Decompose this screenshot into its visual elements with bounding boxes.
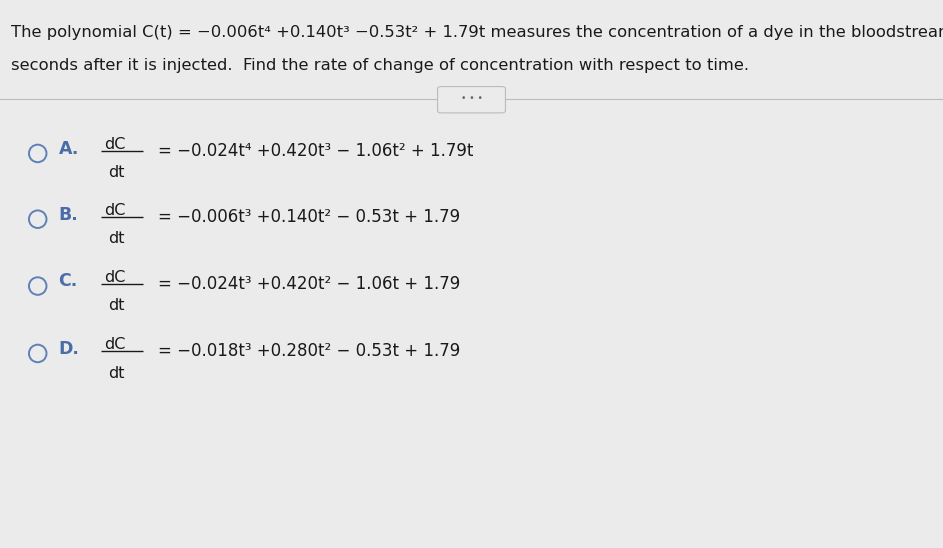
Text: dt: dt [108, 231, 124, 246]
Text: D.: D. [58, 340, 79, 358]
Text: C.: C. [58, 272, 77, 290]
Text: = −0.024t³ +0.420t² − 1.06t + 1.79: = −0.024t³ +0.420t² − 1.06t + 1.79 [158, 275, 461, 293]
Text: dC: dC [104, 337, 125, 352]
Text: dt: dt [108, 165, 124, 180]
Text: seconds after it is injected.  Find the rate of change of concentration with res: seconds after it is injected. Find the r… [11, 58, 750, 72]
Text: • • •: • • • [460, 94, 483, 103]
Text: = −0.006t³ +0.140t² − 0.53t + 1.79: = −0.006t³ +0.140t² − 0.53t + 1.79 [158, 208, 460, 226]
Text: B.: B. [58, 206, 78, 224]
Text: dC: dC [104, 137, 125, 152]
Text: A.: A. [58, 140, 79, 158]
Text: The polynomial C(t) = −0.006t⁴ +0.140t³ −0.53t² + 1.79t measures the concentrati: The polynomial C(t) = −0.006t⁴ +0.140t³ … [11, 25, 943, 39]
Text: dC: dC [104, 270, 125, 284]
Text: dC: dC [104, 203, 125, 218]
Text: = −0.024t⁴ +0.420t³ − 1.06t² + 1.79t: = −0.024t⁴ +0.420t³ − 1.06t² + 1.79t [158, 142, 473, 160]
FancyBboxPatch shape [438, 87, 505, 113]
Text: = −0.018t³ +0.280t² − 0.53t + 1.79: = −0.018t³ +0.280t² − 0.53t + 1.79 [158, 342, 461, 360]
Text: dt: dt [108, 366, 124, 380]
Text: dt: dt [108, 298, 124, 313]
